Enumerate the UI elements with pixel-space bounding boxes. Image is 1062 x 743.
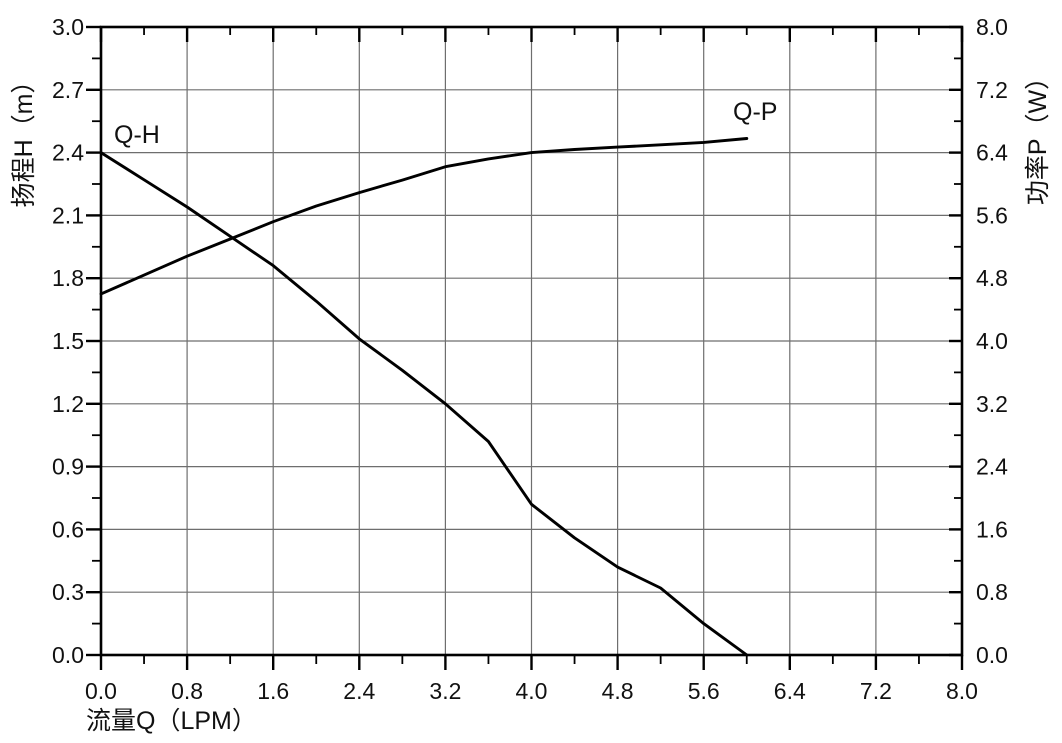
y-left-tick-label: 1.8: [52, 265, 84, 291]
x-tick-label: 7.2: [860, 678, 892, 704]
y-left-tick-label: 0.3: [52, 579, 84, 605]
curve-label-qp: Q-P: [733, 98, 777, 126]
x-tick-label: 8.0: [946, 678, 978, 704]
axis-ticks: [86, 25, 964, 670]
y-right-tick-label: 0.0: [976, 642, 1008, 668]
curve-q-p: [99, 137, 749, 296]
y-left-tick-label: 0.9: [52, 454, 84, 480]
x-tick-label: 0.0: [85, 678, 117, 704]
y-right-tick-label: 0.8: [976, 579, 1008, 605]
x-tick-label: 5.6: [688, 678, 720, 704]
y-left-tick-label: 3.0: [52, 14, 84, 40]
x-tick-label: 0.8: [171, 678, 203, 704]
y-right-tick-label: 4.8: [976, 265, 1008, 291]
y-right-tick-label: 6.4: [976, 140, 1008, 166]
y-right-tick-label: 1.6: [976, 516, 1008, 542]
x-tick-label: 6.4: [774, 678, 806, 704]
curve-label-qh: Q-H: [114, 121, 160, 149]
right-axis-title: 功率P（W）: [1024, 65, 1052, 205]
y-left-tick-label: 2.1: [52, 202, 84, 228]
x-tick-label: 4.0: [516, 678, 548, 704]
gridlines: [101, 27, 962, 655]
y-right-tick-label: 5.6: [976, 202, 1008, 228]
tick-labels: 0.0 3.0 8.0 0.8 2.7 7.2 1.6 2.4 6.4 2.4 2.1 5.6 3.2 1…: [52, 14, 1008, 704]
y-left-tick-label: 1.2: [52, 391, 84, 417]
y-left-tick-label: 2.7: [52, 77, 84, 103]
x-tick-label: 4.8: [602, 678, 634, 704]
y-right-tick-label: 8.0: [976, 14, 1008, 40]
y-left-tick-label: 0.0: [52, 642, 84, 668]
x-tick-label: 2.4: [343, 678, 375, 704]
curve-q-h: [99, 151, 749, 657]
y-right-tick-label: 3.2: [976, 391, 1008, 417]
left-axis-title: 扬程H（m）: [10, 69, 38, 208]
x-tick-label: 1.6: [257, 678, 289, 704]
y-right-tick-label: 4.0: [976, 328, 1008, 354]
x-axis-title: 流量Q（LPM）: [86, 707, 257, 735]
y-left-tick-label: 1.5: [52, 328, 84, 354]
y-right-tick-label: 7.2: [976, 77, 1008, 103]
y-right-tick-label: 2.4: [976, 454, 1008, 480]
x-tick-label: 3.2: [429, 678, 461, 704]
curves: [99, 137, 749, 657]
y-left-tick-label: 2.4: [52, 140, 84, 166]
y-left-tick-label: 0.6: [52, 516, 84, 542]
